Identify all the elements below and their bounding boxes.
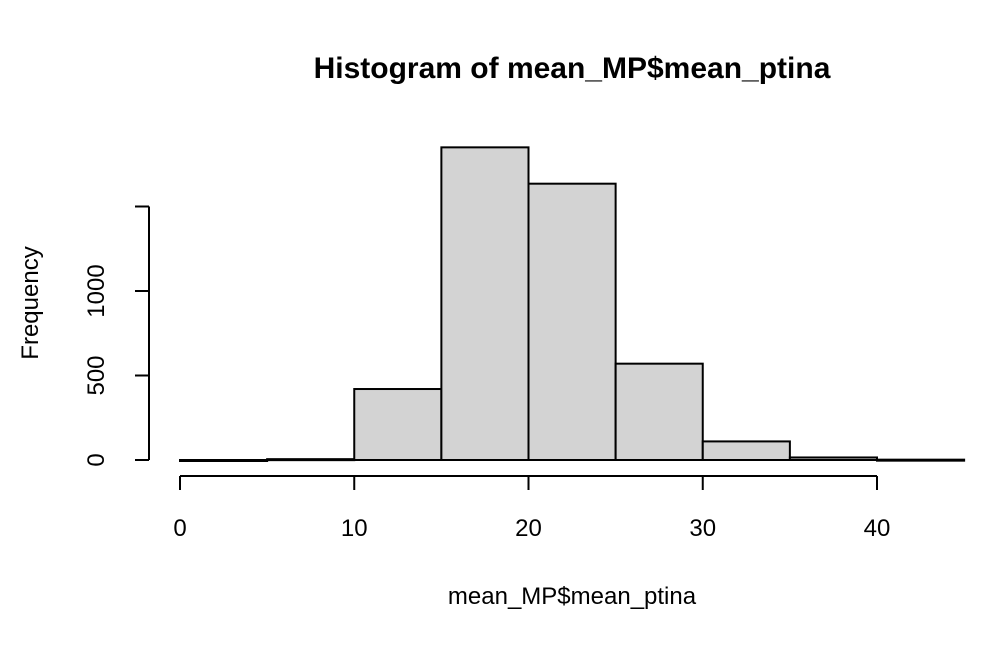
chart-title: Histogram of mean_MP$mean_ptina xyxy=(314,52,831,85)
x-axis-label: mean_MP$mean_ptina xyxy=(448,583,697,610)
x-tick-label-3: 30 xyxy=(689,515,716,542)
histogram-bar-5 xyxy=(614,362,704,462)
histogram-bar-8 xyxy=(876,458,966,462)
histogram-bar-6 xyxy=(701,440,791,462)
histogram-bar-7 xyxy=(788,456,878,461)
histogram-bar-2 xyxy=(353,388,443,461)
histogram-bar-3 xyxy=(440,146,530,461)
x-tick-label-4: 40 xyxy=(864,515,891,542)
x-tick-label-0: 0 xyxy=(173,515,186,542)
y-tick-label-1: 500 xyxy=(83,355,110,395)
x-tick-label-2: 20 xyxy=(515,515,542,542)
y-ticks-group: 0 500 1000 xyxy=(83,205,149,467)
histogram-bar-1 xyxy=(266,458,356,462)
y-tick-label-0: 0 xyxy=(83,453,110,466)
x-ticks-group: 0 10 20 30 40 xyxy=(173,476,890,542)
y-axis-label: Frequency xyxy=(17,246,44,359)
y-tick-label-2: 1000 xyxy=(83,264,110,317)
histogram-bar-4 xyxy=(527,182,617,461)
histogram-bar-0 xyxy=(179,459,269,462)
x-tick-label-1: 10 xyxy=(341,515,368,542)
bars-group xyxy=(179,146,966,462)
